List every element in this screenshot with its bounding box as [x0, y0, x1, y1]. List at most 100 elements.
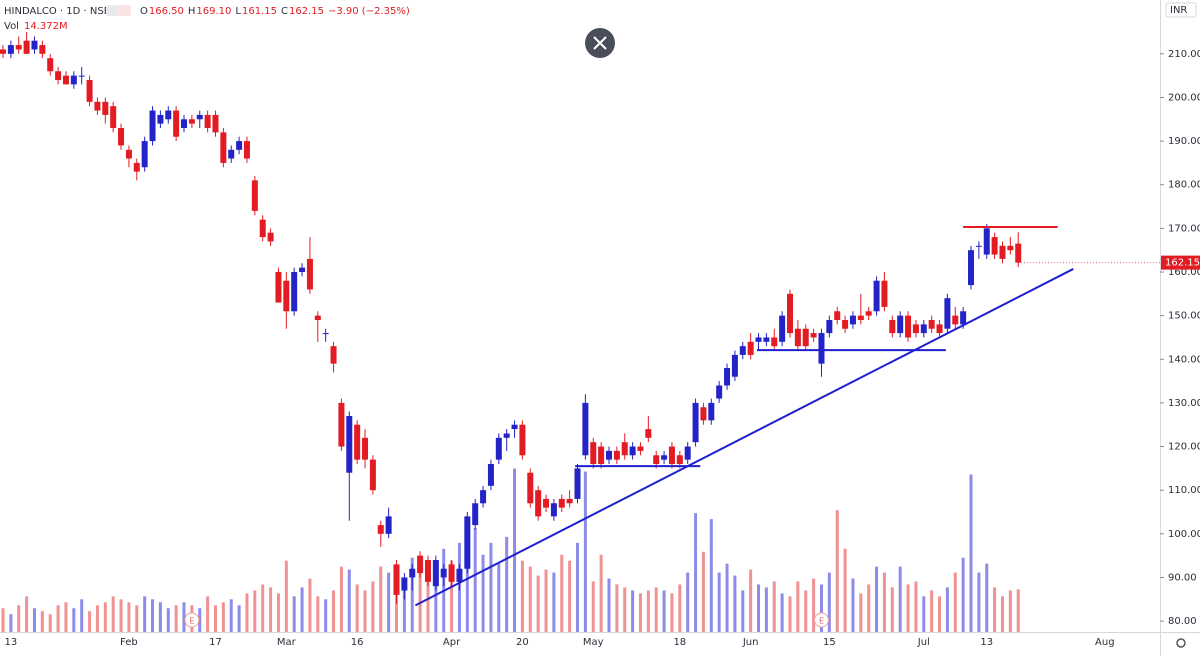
volume-bar [961, 557, 965, 632]
volume-bar [426, 575, 430, 632]
gear[interactable] [1176, 638, 1186, 648]
event-label: E [819, 617, 824, 626]
volume-bar [757, 584, 761, 632]
candle-body [55, 71, 62, 80]
volume-bar [867, 584, 871, 632]
volume-bar [717, 572, 721, 632]
candle-body [330, 346, 337, 364]
candle-body [401, 577, 408, 591]
candle-body [700, 407, 707, 421]
volume-bar [64, 602, 68, 632]
volume-bar [725, 563, 729, 632]
y-tick-label: 160.00 [1168, 267, 1200, 278]
x-tick-label: 15 [823, 637, 836, 648]
volume-bar [1008, 590, 1012, 632]
candle-body [590, 442, 597, 464]
close-button[interactable] [585, 28, 615, 58]
y-tick-label: 140.00 [1168, 354, 1200, 365]
volume-bar [332, 590, 336, 632]
candle-body [495, 437, 502, 460]
compare-icon[interactable] [118, 5, 131, 16]
candle-body [149, 110, 156, 142]
volume-bar [489, 542, 493, 632]
y-tick-label: 80.00 [1168, 616, 1197, 627]
candle-body [125, 149, 132, 159]
candle-body [204, 114, 211, 128]
candle-body [338, 402, 345, 447]
volume-bar [804, 590, 808, 632]
candle-body [267, 232, 274, 242]
volume-bar [72, 608, 76, 632]
candle-body [346, 416, 353, 473]
candle-body [944, 298, 951, 329]
currency-box[interactable] [1165, 2, 1197, 18]
candle-body [15, 45, 22, 50]
candle-body [952, 315, 959, 325]
candle-body [605, 450, 612, 460]
candle-body [661, 455, 668, 460]
change: −3.90 (−2.35%) [328, 6, 410, 17]
volume-bar [749, 569, 753, 632]
candle-body [629, 446, 636, 456]
volume-bar [985, 563, 989, 632]
candle-body [692, 402, 699, 443]
volume-bar [434, 563, 438, 632]
candle-body [731, 354, 738, 377]
volume-bar [339, 566, 343, 632]
y-tick-label: 120.00 [1168, 442, 1200, 453]
volume-bar [166, 608, 170, 632]
volume-value: 14.372M [24, 21, 68, 32]
volume-bar [269, 587, 273, 632]
volume-bar [591, 581, 595, 632]
volume-bar [953, 572, 957, 632]
volume-bar [583, 471, 587, 632]
volume-bar [560, 554, 564, 632]
volume-bar [395, 578, 398, 632]
candle-body [385, 516, 392, 534]
candle-body [566, 498, 573, 504]
flag-icon[interactable] [106, 5, 118, 16]
volume-bar [284, 560, 288, 632]
volume-bar [599, 554, 603, 632]
volume-bar [80, 599, 84, 632]
volume-bar [40, 611, 44, 632]
volume-bar [418, 569, 422, 632]
candle-body [23, 40, 30, 54]
volume-bar [819, 584, 823, 632]
y-tick-label: 90.00 [1168, 572, 1197, 583]
volume-bar [48, 614, 52, 632]
volume-bar [151, 599, 155, 632]
candle-body [519, 424, 526, 456]
candle-body [291, 272, 298, 312]
candle-body [220, 132, 227, 163]
volume-bar [25, 596, 29, 632]
volume-bar [898, 566, 902, 632]
volume-bar [505, 536, 509, 632]
volume-bar [906, 584, 910, 632]
volume-bar [158, 602, 162, 632]
candle-body [440, 568, 447, 578]
x-tick-label: Apr [443, 637, 461, 648]
x-tick-label: Feb [120, 637, 138, 648]
volume-bar [646, 590, 650, 632]
settings-icon[interactable] [1176, 638, 1186, 648]
last-price-label: 162.15 [1165, 258, 1200, 269]
volume-bar [623, 587, 627, 632]
y-tick-label: 110.00 [1168, 485, 1200, 496]
close-icon[interactable] [593, 36, 607, 50]
candle-body [86, 80, 93, 102]
volume-bar [686, 572, 690, 632]
legend-value: 162.15 [289, 6, 324, 17]
candle-body [362, 437, 369, 460]
volume-bar [859, 593, 863, 632]
candle-body [968, 250, 975, 286]
x-tick-label: 20 [516, 637, 529, 648]
volume-bar [930, 590, 934, 632]
legend-value: 161.15 [242, 6, 277, 17]
y-tick-label: 210.00 [1168, 49, 1200, 60]
candle-body [236, 141, 243, 150]
candles [0, 32, 1022, 632]
candle-body [118, 128, 125, 146]
